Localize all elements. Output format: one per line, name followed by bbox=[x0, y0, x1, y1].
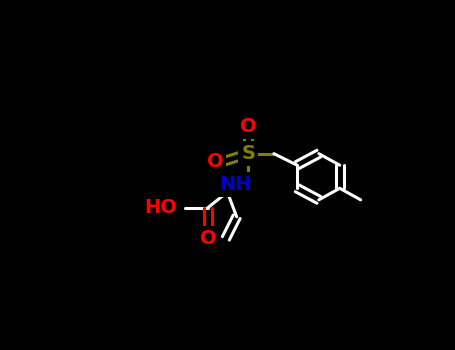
Text: S: S bbox=[241, 144, 255, 163]
Text: O: O bbox=[200, 229, 216, 248]
Text: HO: HO bbox=[144, 198, 177, 217]
Text: O: O bbox=[240, 117, 257, 136]
Text: O: O bbox=[207, 152, 223, 171]
Text: NH: NH bbox=[219, 175, 251, 194]
